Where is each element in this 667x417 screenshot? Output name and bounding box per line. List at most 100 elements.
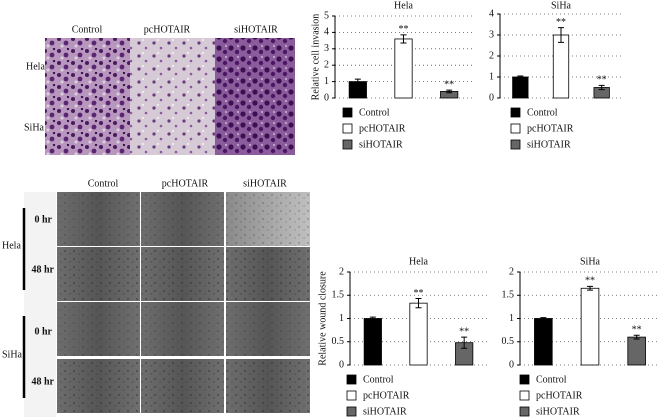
bar xyxy=(534,318,553,366)
image-texture xyxy=(141,302,224,356)
bar xyxy=(363,318,382,366)
image-texture xyxy=(141,192,224,246)
y-tick-label: 2 xyxy=(489,50,494,61)
y-tick-label: 3 xyxy=(324,43,329,54)
legend-label: Control xyxy=(363,374,394,385)
y-tick-label: 1 xyxy=(324,76,329,87)
column-label: siHOTAIR xyxy=(243,178,287,189)
chart-title: SiHa xyxy=(580,256,601,267)
y-tick-label: 1 xyxy=(489,71,494,82)
error-bar xyxy=(354,78,361,85)
y-axis-label: Relative cell invasion xyxy=(310,14,321,101)
legend-swatch xyxy=(342,123,353,134)
significance: ** xyxy=(444,79,454,90)
legend-label: pcHOTAIR xyxy=(359,123,406,134)
legend-swatch xyxy=(346,390,357,401)
column-label: Control xyxy=(72,24,103,35)
y-tick-label: 0 xyxy=(509,359,514,370)
legend-swatch xyxy=(510,139,521,150)
legend-swatch xyxy=(342,139,353,150)
error-bar xyxy=(400,34,407,44)
y-tick-label: 1.5 xyxy=(502,290,515,301)
significance: ** xyxy=(597,75,607,86)
row-label: Hela xyxy=(26,61,45,72)
legend-label: siHOTAIR xyxy=(536,406,580,417)
error-bar xyxy=(461,336,468,349)
image-texture xyxy=(141,359,224,413)
row-label: SiHa xyxy=(2,349,23,360)
label-panel xyxy=(24,192,56,417)
y-tick-label: 0 xyxy=(324,92,329,103)
time-label: 48 hr xyxy=(32,264,55,275)
wound-images xyxy=(57,192,310,413)
legend-label: Control xyxy=(536,374,567,385)
y-tick-label: 0.5 xyxy=(332,336,345,347)
y-tick-label: 3 xyxy=(489,29,494,40)
row-label: SiHa xyxy=(24,122,45,133)
bar xyxy=(580,287,600,366)
column-label: pcHOTAIR xyxy=(144,24,191,35)
bar xyxy=(409,302,428,366)
error-bar xyxy=(633,334,640,340)
column-label: pcHOTAIR xyxy=(162,178,209,189)
image-texture xyxy=(57,302,140,356)
significance: ** xyxy=(399,24,409,35)
legend-label: siHOTAIR xyxy=(363,406,407,417)
error-bar xyxy=(517,75,524,79)
y-tick-label: 4 xyxy=(489,8,494,19)
legend-swatch xyxy=(519,374,530,385)
legend-swatch xyxy=(346,374,357,385)
legend-swatch xyxy=(519,390,530,401)
legend-label: pcHOTAIR xyxy=(363,390,410,401)
chart-title: Hela xyxy=(394,0,413,11)
error-bar xyxy=(446,89,453,94)
image-texture xyxy=(57,247,140,301)
image-texture xyxy=(141,247,224,301)
significance: ** xyxy=(556,17,566,28)
y-tick-label: 0.5 xyxy=(502,336,515,347)
column-label: siHOTAIR xyxy=(234,24,278,35)
image xyxy=(45,38,130,155)
legend-swatch xyxy=(519,406,530,417)
error-bar xyxy=(598,84,605,91)
y-tick-label: 2 xyxy=(509,266,514,277)
image-texture xyxy=(57,359,140,413)
image-texture xyxy=(57,192,140,246)
invasion-images xyxy=(45,38,295,155)
image xyxy=(215,38,295,155)
y-axis-label: Relative wound closure xyxy=(317,271,328,366)
error-bar xyxy=(587,285,593,291)
legend-label: Control xyxy=(527,107,558,118)
row-label: Hela xyxy=(2,240,21,251)
significance: ** xyxy=(414,288,424,299)
legend-label: siHOTAIR xyxy=(527,139,571,150)
error-bar xyxy=(415,298,422,309)
y-tick-label: 2 xyxy=(339,266,344,277)
significance: ** xyxy=(459,326,469,337)
legend-swatch xyxy=(510,123,521,134)
y-tick-label: 1 xyxy=(509,313,514,324)
legend-label: Control xyxy=(359,107,390,118)
y-tick-label: 2 xyxy=(324,59,329,70)
y-tick-label: 0 xyxy=(489,92,494,103)
image-texture xyxy=(226,192,310,246)
time-label: 0 hr xyxy=(35,326,53,337)
y-tick-label: 1.5 xyxy=(332,290,345,301)
bar xyxy=(512,76,529,99)
bar xyxy=(552,34,570,99)
legend-swatch xyxy=(510,107,521,118)
chart-title: Hela xyxy=(409,256,428,267)
y-tick-label: 1 xyxy=(339,313,344,324)
y-tick-label: 5 xyxy=(324,10,329,21)
y-tick-label: 0 xyxy=(339,359,344,370)
bar xyxy=(627,336,646,366)
error-bar xyxy=(369,316,376,321)
legend-swatch xyxy=(346,406,357,417)
time-label: 0 hr xyxy=(35,214,53,225)
legend-label: pcHOTAIR xyxy=(527,123,574,134)
legend-label: siHOTAIR xyxy=(359,139,403,150)
error-bar xyxy=(540,317,547,320)
chart-title: SiHa xyxy=(551,0,572,11)
image-texture xyxy=(226,247,310,301)
